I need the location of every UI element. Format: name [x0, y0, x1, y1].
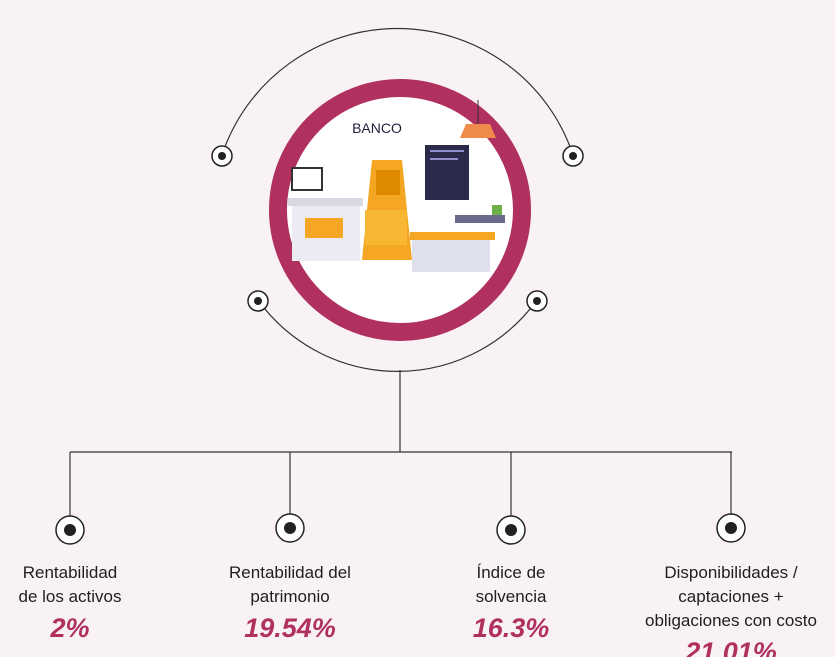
item-label: de los activos: [19, 587, 122, 606]
connectors: [69, 370, 732, 516]
item-label: obligaciones con costo: [645, 611, 817, 630]
node-dot: [725, 522, 737, 534]
item-label: patrimonio: [250, 587, 329, 606]
arc-dot-centers: [218, 152, 577, 305]
item-value: 21.01%: [684, 637, 777, 657]
lower-arc: [257, 299, 538, 372]
item-label: Rentabilidad: [23, 563, 118, 582]
bank-illustration: [288, 100, 505, 272]
bank-title: BANCO: [352, 120, 402, 136]
item-label: solvencia: [476, 587, 547, 606]
node-dot: [284, 522, 296, 534]
item-label: Disponibilidades /: [664, 563, 798, 582]
item-value: 16.3%: [473, 613, 550, 643]
item-label: captaciones +: [678, 587, 783, 606]
node-dot: [64, 524, 76, 536]
item-value: 2%: [49, 613, 89, 643]
item-label: Rentabilidad del: [229, 563, 351, 582]
upper-arc: [221, 28, 574, 156]
node-dot: [505, 524, 517, 536]
item-label: Índice de: [477, 563, 546, 582]
item-value: 19.54%: [244, 613, 336, 643]
items: Rentabilidad de los activos 2% Rentabilidad…: [19, 513, 817, 657]
